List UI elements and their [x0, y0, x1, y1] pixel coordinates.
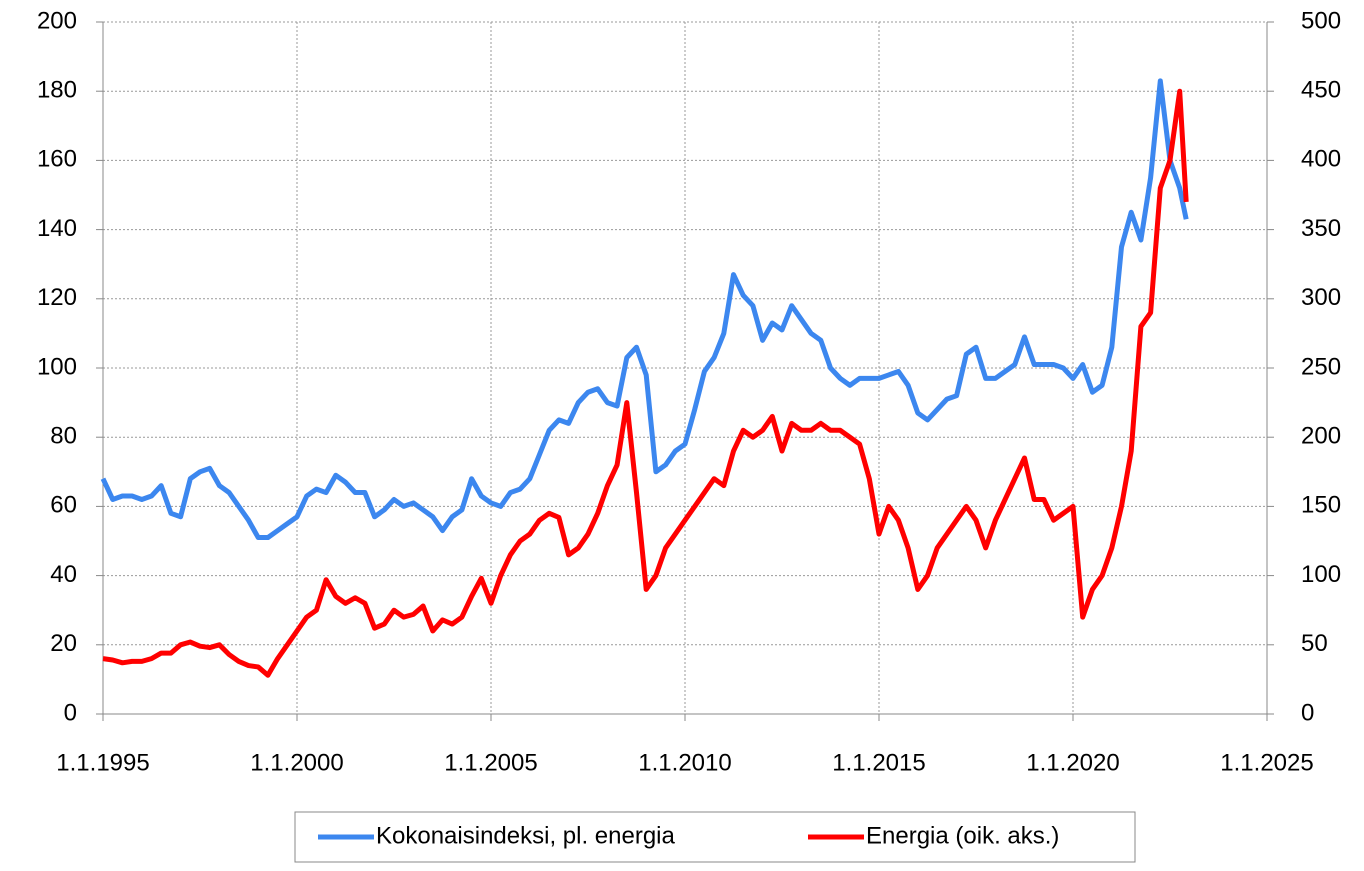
series-line: [102, 88, 1189, 678]
y2-tick-label: 350: [1301, 215, 1341, 242]
x-tick-label: 1.1.2020: [1026, 749, 1119, 776]
y2-tick-label: 400: [1301, 146, 1341, 173]
y2-tick-label: 200: [1301, 423, 1341, 450]
y2-tick-label: 50: [1301, 630, 1328, 657]
y-tick-label: 20: [50, 630, 77, 657]
x-tick-label: 1.1.1995: [56, 749, 149, 776]
y-tick-label: 200: [37, 7, 77, 34]
y2-tick-label: 500: [1301, 7, 1341, 34]
y-tick-label: 100: [37, 353, 77, 380]
y-tick-label: 60: [50, 492, 77, 519]
legend-label: Energia (oik. aks.): [866, 822, 1059, 849]
y2-tick-label: 100: [1301, 561, 1341, 588]
x-tick-label: 1.1.2000: [250, 749, 343, 776]
y-tick-label: 160: [37, 146, 77, 173]
legend-box: [294, 811, 1136, 863]
x-tick-label: 1.1.2025: [1220, 749, 1313, 776]
y2-tick-label: 250: [1301, 353, 1341, 380]
x-tick-label: 1.1.2010: [638, 749, 731, 776]
series-line: [100, 78, 1189, 541]
y-tick-label: 180: [37, 77, 77, 104]
legend-label: Kokonaisindeksi, pl. energia: [376, 822, 676, 849]
y-tick-label: 0: [64, 699, 77, 726]
x-tick-label: 1.1.2015: [832, 749, 925, 776]
x-tick-label: 1.1.2005: [444, 749, 537, 776]
y-tick-label: 80: [50, 423, 77, 450]
y2-tick-label: 450: [1301, 77, 1341, 104]
y2-tick-label: 300: [1301, 284, 1341, 311]
y-tick-label: 140: [37, 215, 77, 242]
y-tick-label: 40: [50, 561, 77, 588]
y2-tick-label: 150: [1301, 492, 1341, 519]
y-tick-label: 120: [37, 284, 77, 311]
y2-tick-label: 0: [1301, 699, 1314, 726]
